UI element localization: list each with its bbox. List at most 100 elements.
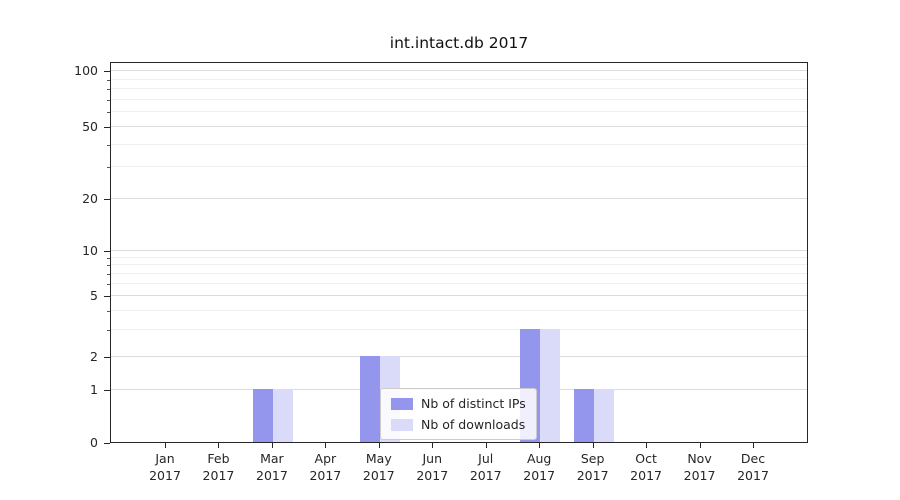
x-tick-month: May [365, 451, 392, 466]
legend: Nb of distinct IPs Nb of downloads [380, 388, 537, 440]
x-tick-mark [271, 443, 273, 448]
y-tick-mark [104, 296, 110, 297]
y-tick-mark [104, 251, 110, 252]
x-tick-year: 2017 [202, 468, 235, 483]
bar-downloads-aug [540, 329, 561, 442]
x-tick-year: 2017 [256, 468, 288, 483]
y-tick-label: 50 [82, 119, 98, 134]
minor-gridline [111, 111, 807, 113]
y-minor-tick-mark [107, 265, 110, 267]
x-tick-mark [218, 443, 220, 448]
minor-gridline [111, 273, 807, 275]
major-gridline [111, 126, 807, 127]
x-tick-year: 2017 [149, 468, 181, 483]
x-tick-year: 2017 [416, 468, 449, 483]
x-tick-mark [485, 443, 487, 448]
y-minor-tick-mark [107, 310, 110, 312]
x-tick-label-mar: Mar 2017 [237, 450, 307, 484]
legend-label-downloads: Nb of downloads [421, 417, 526, 432]
major-gridline [111, 356, 807, 357]
y-tick-mark [104, 390, 110, 391]
minor-gridline [111, 283, 807, 285]
minor-gridline [111, 264, 807, 266]
major-gridline [111, 295, 807, 296]
minor-gridline [111, 309, 807, 311]
x-tick-mark [539, 443, 541, 448]
x-tick-year: 2017 [469, 468, 502, 483]
y-minor-tick-mark [107, 330, 110, 331]
legend-label-distinct-ips: Nb of distinct IPs [421, 396, 526, 411]
y-tick-label: 0 [90, 435, 98, 450]
legend-swatch-downloads-icon [391, 418, 413, 431]
y-tick-mark [104, 199, 110, 200]
x-tick-month: Jul [478, 451, 494, 466]
x-tick-year: 2017 [309, 468, 342, 483]
y-minor-tick-mark [107, 79, 110, 81]
y-tick-mark [104, 443, 110, 444]
minor-gridline [111, 78, 807, 80]
minor-gridline [111, 143, 807, 145]
x-tick-month: Oct [635, 451, 657, 466]
bar-downloads-mar [272, 389, 293, 442]
x-tick-label-jan: Jan 2017 [130, 450, 200, 484]
x-tick-mark [646, 443, 648, 448]
y-tick-mark [104, 357, 110, 358]
y-minor-tick-mark [107, 284, 110, 286]
x-tick-month: Apr [314, 451, 337, 466]
x-tick-year: 2017 [576, 468, 609, 483]
x-tick-month: Feb [207, 451, 230, 466]
x-tick-month: Dec [740, 451, 766, 466]
x-tick-label-oct: Oct 2017 [611, 450, 681, 484]
x-tick-mark [378, 443, 380, 448]
bar-distinct-ips-may [359, 356, 380, 442]
y-minor-tick-mark [107, 167, 110, 169]
x-tick-month: Jan [155, 451, 175, 466]
x-tick-mark [165, 443, 166, 448]
chart-title: int.intact.db 2017 [389, 34, 529, 52]
x-tick-month: Mar [260, 451, 284, 466]
y-tick-label: 100 [74, 63, 98, 78]
major-gridline [111, 250, 807, 251]
y-tick-label: 5 [90, 288, 98, 303]
major-gridline [111, 198, 807, 199]
bar-distinct-ips-mar [252, 389, 273, 442]
y-tick-label: 20 [82, 191, 98, 206]
y-minor-tick-mark [107, 257, 110, 259]
minor-gridline [111, 329, 807, 330]
x-tick-label-nov: Nov 2017 [665, 450, 735, 484]
y-tick-label: 1 [90, 382, 98, 397]
x-tick-mark [753, 443, 754, 448]
minor-gridline [111, 88, 807, 90]
x-tick-month: Sep [580, 451, 605, 466]
y-minor-tick-mark [107, 89, 110, 91]
x-tick-label-dec: Dec 2017 [718, 450, 788, 484]
legend-item-distinct-ips: Nb of distinct IPs [391, 396, 526, 411]
y-tick-label: 2 [90, 349, 98, 364]
x-tick-year: 2017 [362, 468, 395, 483]
y-tick-label: 10 [82, 243, 98, 258]
x-tick-year: 2017 [630, 468, 662, 483]
y-minor-tick-mark [107, 144, 110, 146]
bar-downloads-sep [593, 389, 614, 442]
x-tick-label-aug: Aug 2017 [504, 450, 574, 484]
y-tick-mark [104, 127, 110, 128]
legend-item-downloads: Nb of downloads [391, 417, 526, 432]
x-tick-mark [592, 443, 594, 448]
y-minor-tick-mark [107, 112, 110, 114]
x-tick-label-apr: Apr 2017 [290, 450, 360, 484]
minor-gridline [111, 256, 807, 258]
x-tick-month: Nov [687, 451, 712, 466]
y-minor-tick-mark [107, 99, 110, 101]
minor-gridline [111, 166, 807, 168]
y-minor-tick-mark [107, 274, 110, 276]
x-tick-year: 2017 [683, 468, 716, 483]
x-tick-month: Aug [526, 451, 552, 466]
plot-area [110, 62, 808, 443]
major-gridline [111, 70, 807, 71]
x-tick-label-jun: Jun 2017 [397, 450, 467, 484]
x-tick-label-may: May 2017 [344, 450, 414, 484]
x-tick-mark [325, 443, 327, 448]
x-tick-year: 2017 [523, 468, 556, 483]
bar-distinct-ips-sep [573, 389, 594, 442]
